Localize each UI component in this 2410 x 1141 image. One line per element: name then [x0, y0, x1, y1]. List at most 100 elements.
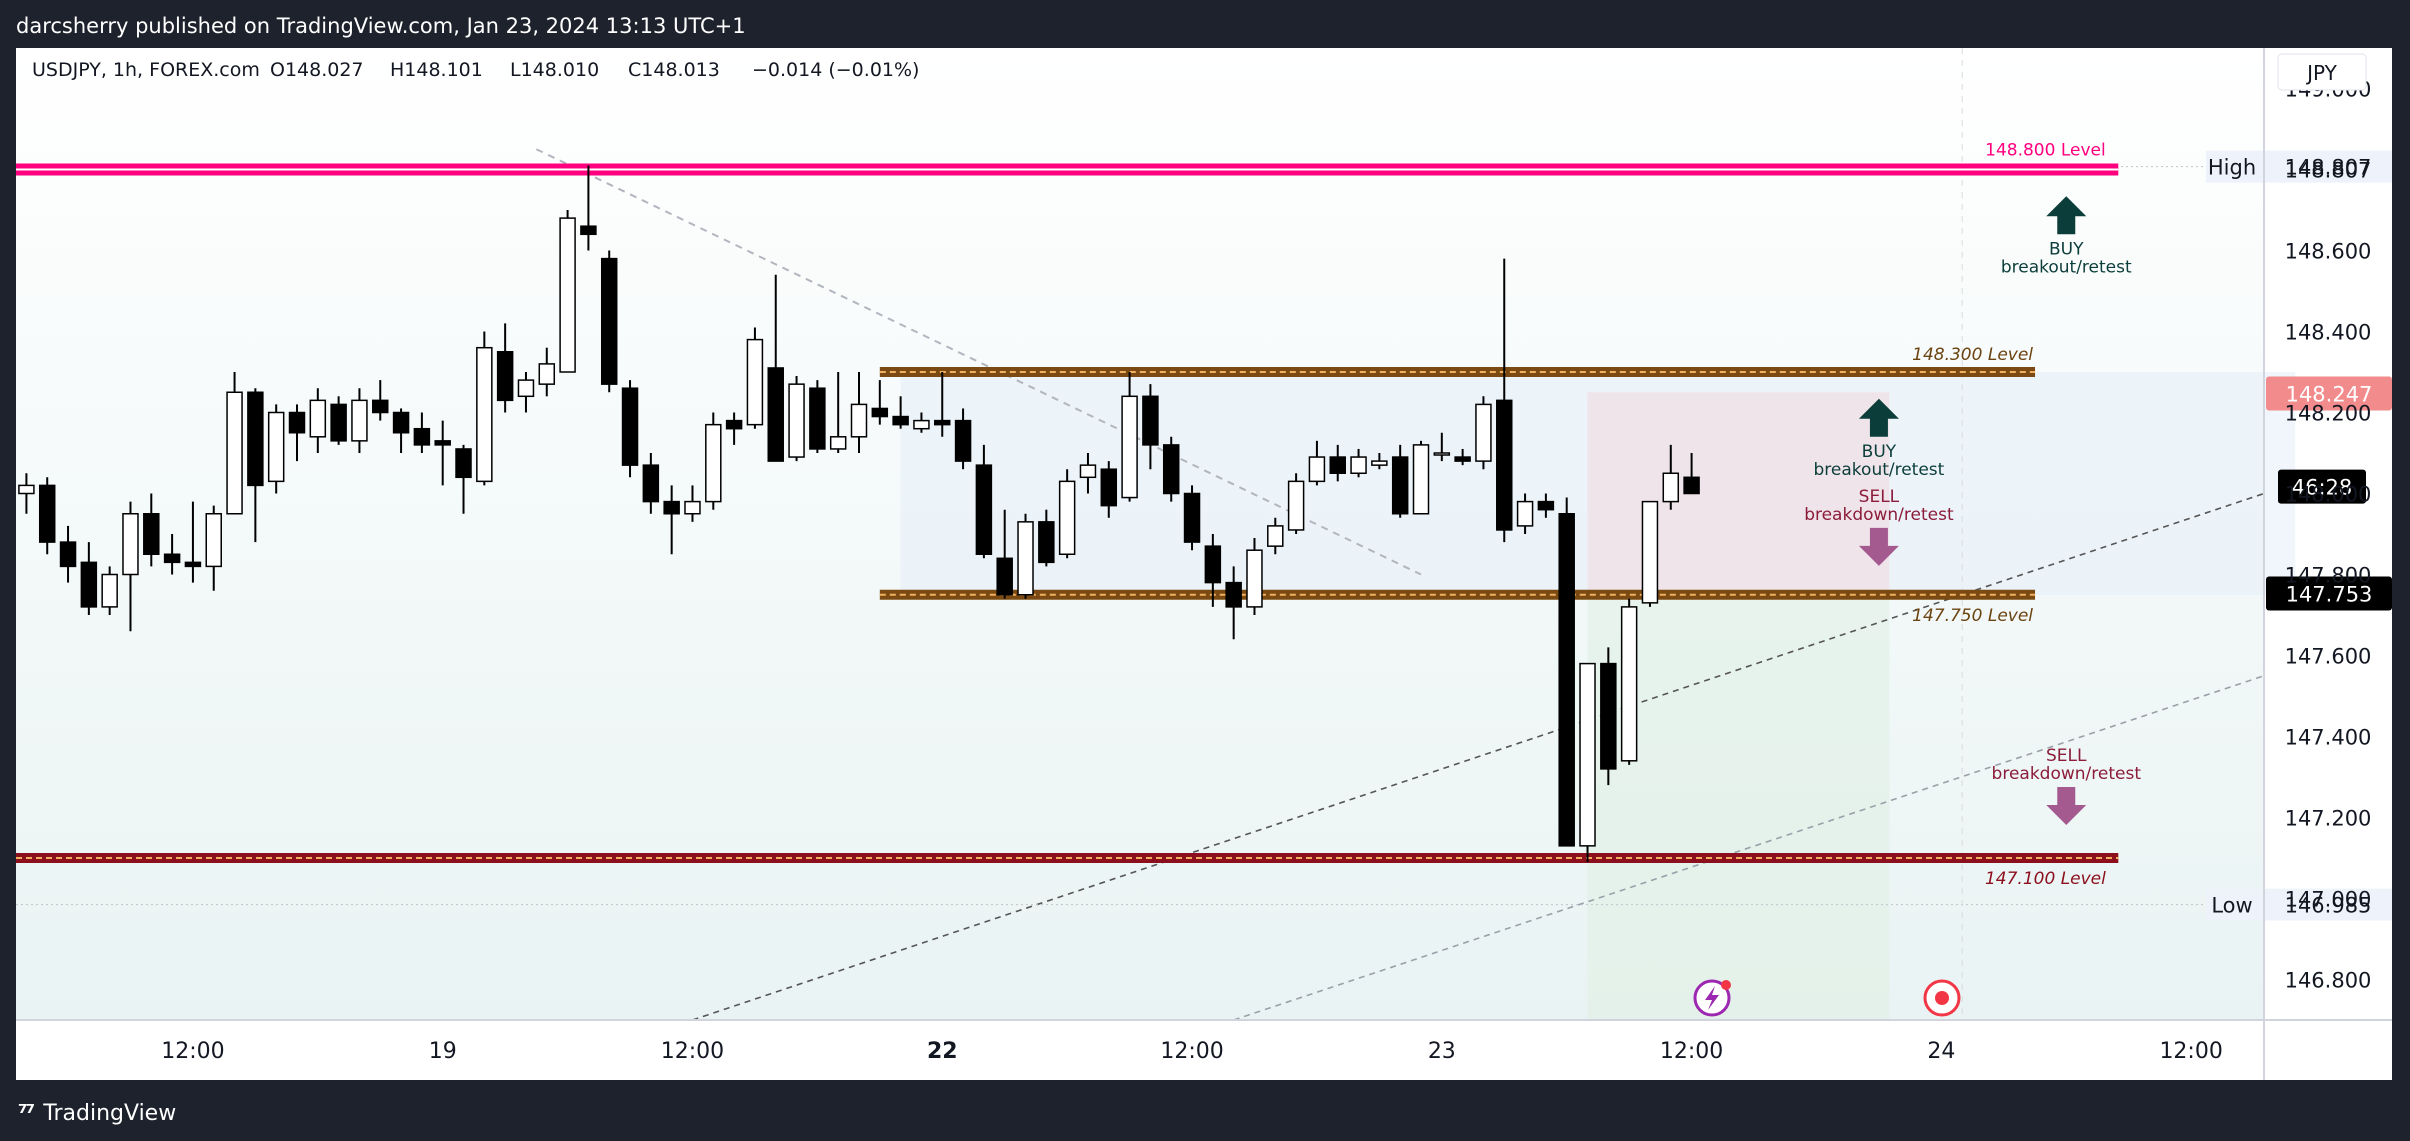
- candle-body: [1662, 472, 1680, 503]
- time-tick-label: 19: [429, 1039, 457, 1064]
- candle-body: [38, 484, 56, 543]
- ohlc-low: L148.010: [510, 59, 599, 81]
- record-icon[interactable]: [1923, 979, 1961, 1017]
- candle-body: [1246, 549, 1263, 608]
- candle-body: [184, 561, 202, 568]
- candle-body: [392, 411, 410, 434]
- low-marker-value: 146.985: [2285, 894, 2372, 918]
- candle-body: [205, 513, 222, 568]
- candle-body: [1225, 581, 1242, 608]
- candle-body: [1350, 456, 1367, 474]
- price-tick-label: 147.200: [2285, 807, 2372, 831]
- sell-arrow-icon: [1858, 527, 1899, 566]
- price-badge: [2278, 469, 2366, 504]
- candlestick-chart[interactable]: 148.800 Level 148.300 Level 147.750 Level 1…: [16, 48, 2392, 1080]
- price-tick-label: 147.000: [2285, 888, 2372, 912]
- candle-body: [580, 225, 597, 236]
- candle-body: [809, 387, 826, 450]
- time-axis[interactable]: 12:00 19 12:00 22 12:00 23 12:00 24 12:00: [161, 1039, 2223, 1064]
- candle-body: [1558, 513, 1575, 847]
- price-tick-label: 147.400: [2285, 726, 2372, 750]
- candle-body: [663, 500, 680, 515]
- level-band: [879, 589, 2036, 600]
- chart-frame: 148.800 Level 148.300 Level 147.750 Level 1…: [16, 48, 2392, 1080]
- currency-button[interactable]: [2277, 53, 2367, 91]
- candle-body: [18, 484, 35, 495]
- price-badge-text: 148.247: [2286, 382, 2373, 406]
- candle-body: [788, 383, 805, 458]
- candle-body: [163, 553, 181, 564]
- ascending-trendline-upper: [692, 492, 2265, 1021]
- candle-body: [1391, 456, 1409, 515]
- buy-arrow-icon: [1858, 398, 1899, 437]
- candle-body: [1496, 399, 1513, 531]
- price-tick-label: 148.600: [2285, 240, 2372, 264]
- ohlc-high: H148.101: [390, 59, 483, 81]
- candle-body: [351, 399, 368, 442]
- time-tick-label: 12:00: [661, 1039, 724, 1064]
- candles-layer: [18, 165, 1700, 863]
- candle-body: [309, 399, 327, 438]
- candle-body: [517, 379, 535, 398]
- candle-body: [1038, 521, 1055, 564]
- candle-body: [1017, 521, 1034, 596]
- candle-body: [621, 387, 639, 466]
- levels-layer: 148.800 Level 148.300 Level 147.750 Level 1…: [16, 141, 2119, 889]
- time-tick-label: 12:00: [161, 1039, 224, 1064]
- level-label: 147.100 Level: [1985, 869, 2106, 889]
- high-marker-background: [2206, 150, 2392, 183]
- currency-label: JPY: [2305, 61, 2338, 85]
- price-badge: [2266, 376, 2392, 411]
- markers-layer: High 148.807 Low 146.985 148.247 46:28 147.753: [2206, 150, 2392, 921]
- level-label: 147.750 Level: [1912, 606, 2033, 626]
- candle-body: [1371, 460, 1388, 466]
- candle-body: [1183, 492, 1201, 543]
- level-label: 148.800 Level: [1985, 141, 2106, 161]
- candle-body: [954, 419, 972, 462]
- candle-body: [1475, 403, 1492, 462]
- candle-body: [455, 448, 472, 479]
- candle-body: [1287, 480, 1305, 531]
- candle-body: [1204, 545, 1222, 584]
- candle-body: [684, 500, 701, 515]
- symbol-legend: USDJPY, 1h, FOREX.com O148.027 H148.101 …: [32, 59, 919, 81]
- candle-body: [1079, 464, 1097, 479]
- annotation-title: SELL: [2046, 746, 2087, 766]
- candle-body: [434, 440, 451, 446]
- price-axis[interactable]: 149.000148.807148.600148.400148.200148.0…: [2285, 78, 2372, 993]
- brand-footer: ⁷⁷ TradingView: [0, 1085, 2410, 1141]
- candle-body: [1683, 476, 1700, 495]
- price-tick-label: 147.600: [2285, 645, 2372, 669]
- annotation-title: BUY: [2049, 239, 2084, 259]
- candle-body: [1329, 456, 1346, 474]
- candle-body: [600, 257, 618, 385]
- publisher-header: darcsherry published on TradingView.com,…: [0, 0, 2410, 52]
- trendlines-layer: [16, 48, 2265, 1021]
- candle-body: [913, 419, 930, 430]
- price-tick-label: 148.200: [2285, 402, 2372, 426]
- low-marker-background: [2206, 888, 2392, 921]
- candle-body: [1641, 500, 1659, 604]
- candle-body: [413, 427, 431, 446]
- price-badge: [2266, 576, 2392, 611]
- candle-body: [1162, 444, 1180, 495]
- tradingview-logo-icon: ⁷⁷: [18, 1100, 35, 1126]
- time-tick-label: 22: [927, 1039, 958, 1064]
- time-tick-label: 23: [1428, 1039, 1456, 1064]
- lightning-icon[interactable]: [1693, 979, 1731, 1017]
- candle-body: [267, 411, 285, 483]
- trade-profit-zone: [1587, 594, 1890, 1020]
- high-marker-value: 148.807: [2285, 156, 2372, 180]
- candle-body: [996, 557, 1013, 596]
- candle-body: [496, 351, 514, 402]
- time-tick-label: 24: [1927, 1039, 1955, 1064]
- time-tick-label: 12:00: [1160, 1039, 1223, 1064]
- candle-body: [559, 217, 576, 373]
- candle-body: [934, 419, 951, 426]
- time-tick-label: 12:00: [2159, 1039, 2222, 1064]
- price-badge-text: 46:28: [2292, 476, 2353, 500]
- brand-text: TradingView: [43, 1100, 177, 1126]
- candle-body: [1267, 525, 1284, 547]
- level-band: [879, 367, 2036, 377]
- candle-body: [1433, 452, 1451, 456]
